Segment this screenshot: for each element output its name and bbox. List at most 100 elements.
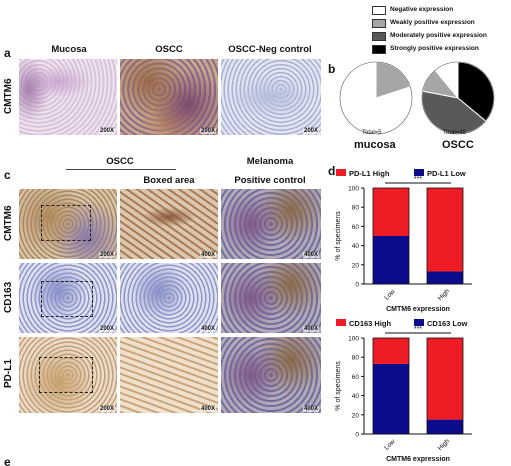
panel-d-letter: d <box>328 164 336 178</box>
panel-c-subheader-positive: Positive control <box>234 175 306 186</box>
y-tick-label: 40 <box>352 243 360 250</box>
significance-label: *** <box>414 176 422 183</box>
panel-c-subheader-boxed: Boxed area <box>143 175 195 186</box>
x-tick-label: Low <box>383 438 397 452</box>
bar-outline <box>372 187 410 285</box>
y-tick-label: 100 <box>348 186 359 193</box>
magnification-label: 200X <box>199 128 216 134</box>
bar-segment <box>373 363 409 434</box>
boxed-area-outline <box>41 281 93 317</box>
bar-outline <box>426 187 464 285</box>
magnification-label: 400X <box>302 406 319 412</box>
magnification-label: 400X <box>302 326 319 332</box>
bar-segment <box>427 188 463 272</box>
panel-c-header-underline <box>66 169 176 170</box>
bar-chart-cd163: CD163 High CD163 Low *** 0 20 40 60 80 100 % of s… <box>335 319 472 463</box>
y-tick-label: 40 <box>352 393 360 400</box>
boxed-area-outline <box>39 357 93 393</box>
panel-b-letter: b <box>328 62 336 76</box>
pie-name-mucosa: mucosa <box>354 139 396 151</box>
pie-name-oscc: OSCC <box>442 139 474 151</box>
legend-swatch <box>336 319 346 326</box>
x-axis-label: CMTM6 expression <box>386 306 450 313</box>
micrograph-cd163-melanoma: 400X <box>220 262 322 334</box>
significance-label: *** <box>414 326 422 333</box>
panel-c-row-label-pdl1: PD-L1 <box>3 359 14 389</box>
magnification-label: 200X <box>98 128 115 134</box>
x-tick-label: High <box>437 287 452 302</box>
y-tick-label: 60 <box>352 224 360 231</box>
legend-swatch-negative <box>372 6 386 15</box>
panel-a-col-neg-control: OSCC-Neg control <box>228 44 312 55</box>
y-axis-label: % of specimens <box>335 361 342 411</box>
micrograph-cmtm6-boxed: 400X <box>119 188 219 260</box>
pie-outline <box>339 61 413 135</box>
x-axis-label: CMTM6 expression <box>386 456 450 463</box>
y-axis-label: % of specimens <box>335 211 342 261</box>
legend-swatch-weak <box>372 19 386 28</box>
panel-c-letter: c <box>4 168 11 182</box>
legend-label: CD163 Low <box>427 319 468 328</box>
magnification-label: 200X <box>98 252 115 258</box>
next-panel-letter: e <box>4 458 11 466</box>
bar-outline <box>372 337 410 435</box>
magnification-label: 200X <box>98 406 115 412</box>
legend-label: PD-L1 Low <box>427 169 466 178</box>
pie-chart-mucosa <box>339 61 413 135</box>
panel-c-header-melanoma: Melanoma <box>246 156 294 167</box>
micrograph-cmtm6-melanoma: 400X <box>220 188 322 260</box>
x-tick-label: High <box>437 437 452 452</box>
y-tick-label: 80 <box>352 205 360 212</box>
legend-swatch <box>414 319 424 326</box>
legend-label-negative: Negative expression <box>390 6 454 13</box>
pie-total-mucosa: Total=5 <box>362 130 382 136</box>
panel-a-col-oscc: OSCC <box>155 44 183 55</box>
legend-label-moderate: Moderately positive expression <box>390 32 487 39</box>
bar-segment <box>373 338 409 364</box>
magnification-label: 200X <box>98 326 115 332</box>
micrograph-mucosa: 200X <box>18 58 118 136</box>
panel-c-header-oscc: OSCC <box>106 156 134 167</box>
pie-total-oscc: Total=45 <box>443 130 466 136</box>
micrograph-pdl1-oscc: 200X <box>18 336 118 414</box>
bar-segment <box>427 419 463 434</box>
bar-segment <box>373 188 409 236</box>
bar-segment <box>427 338 463 420</box>
micrograph-oscc: 200X <box>119 58 219 136</box>
micrograph-cd163-oscc: 200X <box>18 262 118 334</box>
bar-segment <box>373 236 409 284</box>
legend-label-strong: Strongly positive expression <box>390 45 479 52</box>
x-tick-label: Low <box>383 288 397 302</box>
y-tick-label: 20 <box>352 412 360 419</box>
micrograph-oscc-neg-control: 200X <box>220 58 322 136</box>
micrograph-pdl1-boxed: 400X <box>119 336 219 414</box>
panel-a-letter: a <box>4 46 11 60</box>
panel-a-row-label: CMTM6 <box>3 78 14 114</box>
magnification-label: 400X <box>199 326 216 332</box>
y-tick-label: 60 <box>352 374 360 381</box>
panel-c-row-label-cd163: CD163 <box>3 281 14 313</box>
micrograph-pdl1-melanoma: 400X <box>220 336 322 414</box>
legend-label: PD-L1 High <box>349 169 390 178</box>
magnification-label: 400X <box>199 252 216 258</box>
pie-chart-oscc <box>421 61 495 135</box>
panel-a-col-mucosa: Mucosa <box>51 44 87 55</box>
legend-swatch-moderate <box>372 32 386 41</box>
legend-label-weak: Weakly positive expression <box>390 19 475 26</box>
legend-swatch-strong <box>372 45 386 54</box>
y-tick-label: 20 <box>352 262 360 269</box>
micrograph-cd163-boxed: 400X <box>119 262 219 334</box>
magnification-label: 400X <box>199 406 216 412</box>
y-tick-label: 80 <box>352 355 360 362</box>
y-tick-label: 0 <box>355 282 359 289</box>
y-tick-label: 100 <box>348 336 359 343</box>
y-tick-label: 0 <box>355 432 359 439</box>
pie-outline <box>421 61 495 135</box>
bar-chart-pdl1: PD-L1 High PD-L1 Low *** 0 20 40 60 80 100 % of s… <box>335 169 472 313</box>
boxed-area-outline <box>41 205 91 241</box>
magnification-label: 400X <box>302 252 319 258</box>
bar-outline <box>426 337 464 435</box>
bar-segment <box>427 271 463 284</box>
panel-c-row-label-cmtm6: CMTM6 <box>3 205 14 241</box>
legend-swatch <box>414 169 424 176</box>
